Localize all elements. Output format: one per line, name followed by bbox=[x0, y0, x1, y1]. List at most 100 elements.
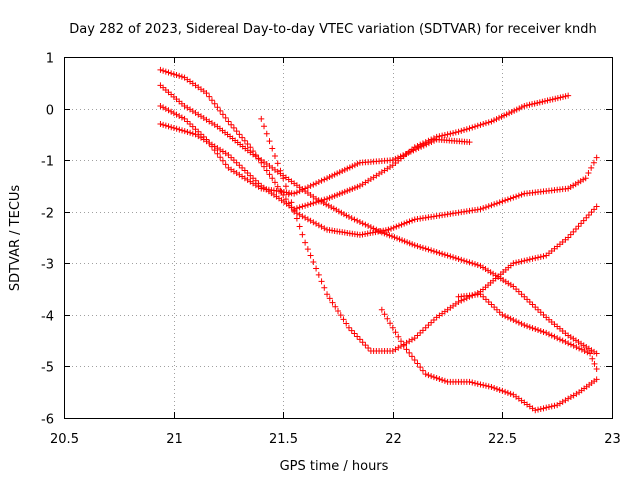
data-point-marker bbox=[572, 181, 579, 188]
data-point-marker bbox=[477, 381, 484, 388]
data-point-marker bbox=[354, 217, 361, 224]
data-point-marker bbox=[593, 366, 600, 373]
data-point-marker bbox=[291, 190, 298, 197]
data-point-marker bbox=[339, 189, 346, 196]
data-point-marker bbox=[547, 96, 554, 103]
x-tick-label: 20.5 bbox=[50, 432, 79, 447]
data-point-marker bbox=[526, 324, 533, 331]
data-point-marker bbox=[318, 177, 325, 184]
data-point-marker bbox=[524, 323, 531, 330]
data-point-marker bbox=[335, 307, 341, 314]
data-point-marker bbox=[362, 342, 369, 349]
data-point-marker bbox=[389, 157, 396, 164]
data-point-marker bbox=[356, 219, 363, 226]
data-point-marker bbox=[313, 199, 320, 206]
data-point-marker bbox=[529, 301, 536, 308]
data-point-marker bbox=[567, 184, 574, 191]
data-point-marker bbox=[450, 254, 457, 261]
data-point-marker bbox=[181, 115, 188, 122]
data-point-marker bbox=[441, 377, 448, 384]
data-point-marker bbox=[189, 123, 196, 130]
data-point-marker bbox=[230, 124, 237, 131]
data-point-marker bbox=[544, 97, 551, 104]
data-point-marker bbox=[502, 313, 509, 320]
data-point-marker bbox=[452, 129, 459, 136]
data-point-marker bbox=[422, 139, 429, 146]
data-point-marker bbox=[307, 217, 314, 224]
grid-lines bbox=[64, 57, 612, 418]
series-track-4 bbox=[157, 102, 473, 197]
x-tick-label: 21.5 bbox=[269, 432, 298, 447]
data-point-marker bbox=[485, 119, 492, 126]
data-point-marker bbox=[543, 404, 550, 411]
data-point-marker bbox=[274, 183, 281, 190]
data-point-marker bbox=[535, 327, 542, 334]
chart-title: Day 282 of 2023, Sidereal Day-to-day VTE… bbox=[69, 22, 596, 37]
data-point-marker bbox=[521, 257, 528, 264]
data-point-marker bbox=[362, 221, 369, 228]
series-track-5 bbox=[157, 92, 572, 213]
data-point-marker bbox=[545, 404, 552, 411]
data-point-marker bbox=[485, 298, 492, 305]
data-point-marker bbox=[480, 121, 487, 128]
data-point-marker bbox=[346, 186, 353, 193]
data-point-marker bbox=[504, 196, 511, 203]
data-point-marker bbox=[565, 340, 572, 347]
data-point-marker bbox=[219, 157, 226, 164]
data-point-marker bbox=[593, 154, 600, 161]
data-point-marker bbox=[263, 167, 270, 174]
data-point-marker bbox=[304, 216, 311, 223]
data-point-marker bbox=[591, 206, 598, 213]
data-point-marker bbox=[428, 247, 435, 254]
data-point-marker bbox=[593, 350, 600, 357]
data-point-marker bbox=[315, 222, 322, 229]
series-track-2 bbox=[385, 154, 600, 233]
data-point-marker bbox=[458, 127, 465, 134]
data-point-marker bbox=[466, 378, 473, 385]
data-point-marker bbox=[425, 137, 432, 144]
data-point-marker bbox=[192, 126, 199, 133]
data-point-marker bbox=[222, 161, 229, 168]
data-point-marker bbox=[285, 191, 292, 198]
data-point-marker bbox=[404, 239, 411, 246]
data-point-marker bbox=[398, 221, 405, 228]
data-point-marker bbox=[343, 320, 350, 327]
data-point-marker bbox=[403, 346, 410, 353]
data-point-marker bbox=[535, 306, 542, 313]
data-point-marker bbox=[313, 265, 320, 272]
data-point-marker bbox=[178, 114, 185, 121]
data-point-marker bbox=[474, 262, 481, 269]
data-point-marker bbox=[239, 134, 246, 141]
data-point-marker bbox=[488, 118, 495, 125]
data-point-marker bbox=[255, 180, 262, 187]
data-point-marker bbox=[491, 304, 498, 311]
data-point-marker bbox=[499, 387, 506, 394]
y-tick-label: -5 bbox=[41, 361, 54, 376]
data-point-marker bbox=[493, 306, 500, 313]
data-point-marker bbox=[321, 284, 328, 291]
data-point-marker bbox=[417, 141, 424, 148]
data-point-marker bbox=[439, 250, 446, 257]
data-point-marker bbox=[310, 181, 317, 188]
data-point-marker bbox=[351, 162, 358, 169]
data-point-marker bbox=[577, 178, 584, 185]
data-point-marker bbox=[463, 126, 470, 133]
data-point-marker bbox=[335, 208, 342, 215]
data-point-marker bbox=[313, 220, 320, 227]
data-point-marker bbox=[513, 106, 520, 113]
data-point-marker bbox=[493, 116, 500, 123]
series-track-8 bbox=[455, 291, 600, 373]
data-point-marker bbox=[491, 201, 498, 208]
data-point-marker bbox=[280, 175, 287, 182]
data-point-marker bbox=[518, 191, 525, 198]
data-point-marker bbox=[584, 349, 591, 356]
data-point-marker bbox=[307, 182, 314, 189]
data-point-marker bbox=[425, 246, 432, 253]
data-point-marker bbox=[302, 214, 309, 221]
data-point-marker bbox=[329, 193, 336, 200]
data-point-marker bbox=[345, 213, 352, 220]
data-point-marker bbox=[400, 152, 407, 159]
data-point-marker bbox=[455, 128, 462, 135]
data-point-marker bbox=[444, 131, 451, 138]
data-point-marker bbox=[572, 226, 579, 233]
